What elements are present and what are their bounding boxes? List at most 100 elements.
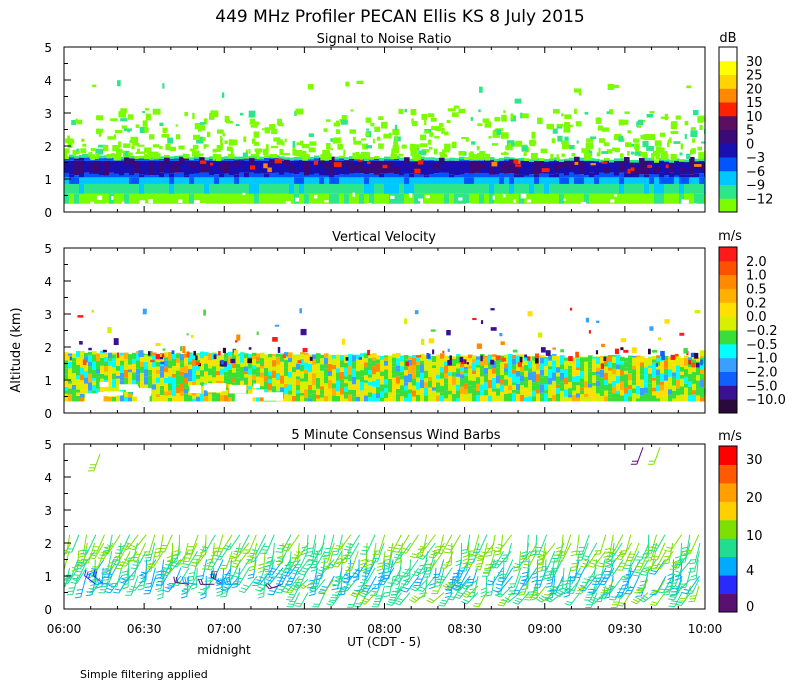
snr-cell: [514, 177, 520, 184]
wind-barb-flag: [128, 588, 136, 592]
snr-cell: [494, 177, 500, 184]
wind-barb-flag: [240, 587, 247, 591]
velocity-cell: [72, 373, 77, 378]
velocity-cell: [356, 365, 361, 372]
velocity-cell: [300, 374, 305, 379]
wind-barb-flag: [246, 558, 253, 561]
snr-cell: [114, 160, 120, 174]
velocity-cell: [436, 354, 441, 357]
velocity-cell: [248, 378, 253, 387]
snr-cell: [561, 140, 568, 145]
wind-barb-flag: [447, 598, 454, 601]
snr-cell: [489, 177, 495, 184]
wind-barb-flag: [595, 600, 602, 603]
velocity-cell: [699, 350, 705, 357]
snr-cell: [119, 177, 125, 184]
snr-cell: [515, 164, 522, 167]
velocity-cell: [368, 362, 373, 370]
velocity-cell: [108, 374, 113, 380]
velocity-cell: [252, 394, 257, 402]
snr-cell: [419, 183, 425, 194]
wind-barb-flag: [623, 577, 631, 580]
snr-cell: [519, 183, 525, 194]
velocity-cell: [204, 355, 209, 364]
wind-barb-flag: [544, 577, 551, 580]
wind-barb-flag: [354, 589, 361, 594]
velocity-cell: [700, 379, 705, 388]
velocity-cell: [268, 364, 273, 372]
snr-cell: [504, 177, 510, 184]
velocity-cell: [172, 385, 177, 391]
snr-cell: [607, 83, 615, 90]
wind-barb-flag: [566, 587, 573, 591]
velocity-cell: [560, 379, 565, 383]
velocity-cell: [368, 397, 373, 402]
snr-cell: [680, 143, 684, 150]
velocity-cell: [224, 384, 229, 388]
snr-cell: [494, 158, 500, 162]
colorbar-swatch: [719, 288, 737, 303]
velocity-cell: [412, 357, 417, 366]
snr-cell: [697, 146, 703, 151]
velocity-cell: [216, 375, 221, 381]
snr-cell: [569, 160, 575, 161]
snr-cell: [619, 158, 625, 161]
snr-cell: [424, 193, 430, 204]
snr-cell: [254, 156, 260, 159]
snr-cell: [629, 183, 635, 194]
wind-barb-flag: [190, 586, 197, 590]
wind-barb-flag: [141, 571, 148, 574]
snr-cell: [74, 158, 80, 161]
wind-barb-flag: [486, 547, 493, 550]
velocity-cell: [444, 365, 449, 374]
wind-barb-flag: [462, 554, 469, 558]
y-tick-label: 0: [44, 206, 52, 220]
wind-barb-flag: [374, 598, 381, 600]
velocity-cell: [624, 387, 629, 394]
velocity-cell: [588, 387, 593, 393]
wind-barb-flag: [571, 550, 578, 553]
velocity-cell: [156, 393, 161, 398]
wind-barb-flag: [308, 558, 315, 561]
snr-cell: [384, 177, 390, 184]
snr-cell: [469, 165, 475, 172]
velocity-cell: [284, 375, 289, 381]
snr-cell: [574, 174, 580, 178]
velocity-cell: [360, 353, 365, 357]
snr-cell: [88, 152, 93, 157]
velocity-cell: [700, 369, 705, 374]
snr-cell: [659, 183, 665, 194]
snr-cell: [124, 177, 130, 184]
snr-cell: [598, 138, 605, 143]
velocity-cell: [648, 379, 653, 384]
wind-barb-flag: [145, 567, 152, 569]
velocity-cell: [376, 363, 381, 372]
wind-barb-flag: [665, 589, 673, 592]
wind-barb-flag: [480, 587, 487, 591]
snr-cell: [313, 160, 318, 165]
velocity-cell: [448, 394, 453, 402]
wind-barb-flag: [98, 557, 105, 560]
velocity-cell: [296, 390, 301, 394]
snr-cell: [454, 193, 460, 204]
velocity-cell: [656, 369, 661, 376]
wind-barb-flag: [673, 587, 680, 591]
wind-barb-flag: [132, 564, 139, 567]
snr-cell: [284, 183, 290, 194]
velocity-cell: [120, 388, 125, 395]
wind-barb-flag: [347, 543, 354, 546]
wind-barb-flag: [238, 590, 245, 594]
velocity-cell: [288, 357, 293, 363]
velocity-cell: [252, 374, 257, 381]
snr-cell: [464, 173, 470, 178]
snr-cell: [104, 177, 110, 184]
wind-barb-flag: [147, 565, 154, 568]
velocity-cell: [695, 362, 700, 368]
snr-cell: [627, 130, 632, 134]
snr-cell: [585, 142, 594, 149]
wind-barb-flag: [128, 547, 135, 551]
wind-barb-flag: [284, 563, 291, 567]
snr-cell: [654, 174, 660, 178]
snr-cell: [179, 156, 185, 163]
snr-cell: [442, 149, 450, 153]
